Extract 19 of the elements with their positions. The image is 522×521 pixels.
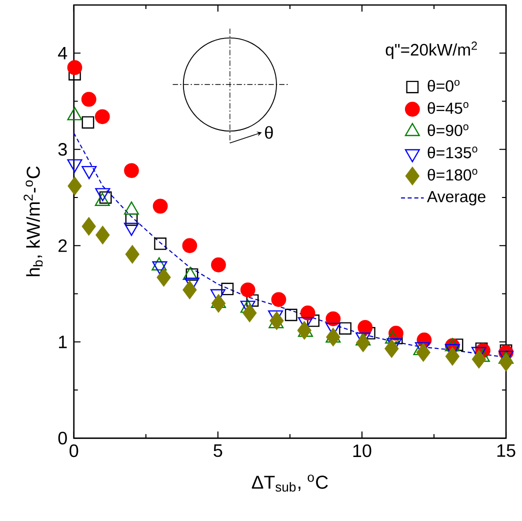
y-tick-label: 3 [58, 143, 67, 156]
x-axis-title: ΔT$_{sub}$, $^{o}$C [252, 474, 328, 492]
legend-label: θ=90$^{o}$ [428, 124, 468, 136]
x-tick-label: 10 [353, 444, 372, 458]
x-tick-label: 15 [497, 444, 516, 457]
legend-label: θ=135$^{o}$ [428, 146, 478, 158]
legend-label: θ=180$^{o}$ [428, 168, 478, 181]
y-tick-label: 0 [58, 432, 67, 444]
y-tick-label: 4 [58, 46, 68, 60]
legend-label: Average [426, 191, 486, 206]
y-tick-label: 1 [58, 336, 67, 348]
x-tick-label: 5 [214, 444, 222, 457]
x-tick-label: 0 [70, 444, 78, 458]
y-tick-label: 2 [58, 239, 67, 252]
annotation: θ [265, 126, 273, 139]
legend-label: θ=45$^{o}$ [428, 102, 468, 114]
annotation: q"=20kW/m$^{2}$ [386, 42, 477, 59]
y-axis-title: h$_{b}$, kW/m$^{2}$-$^{o}$C [24, 166, 43, 276]
legend-label: θ=0$^{o}$ [428, 80, 460, 92]
